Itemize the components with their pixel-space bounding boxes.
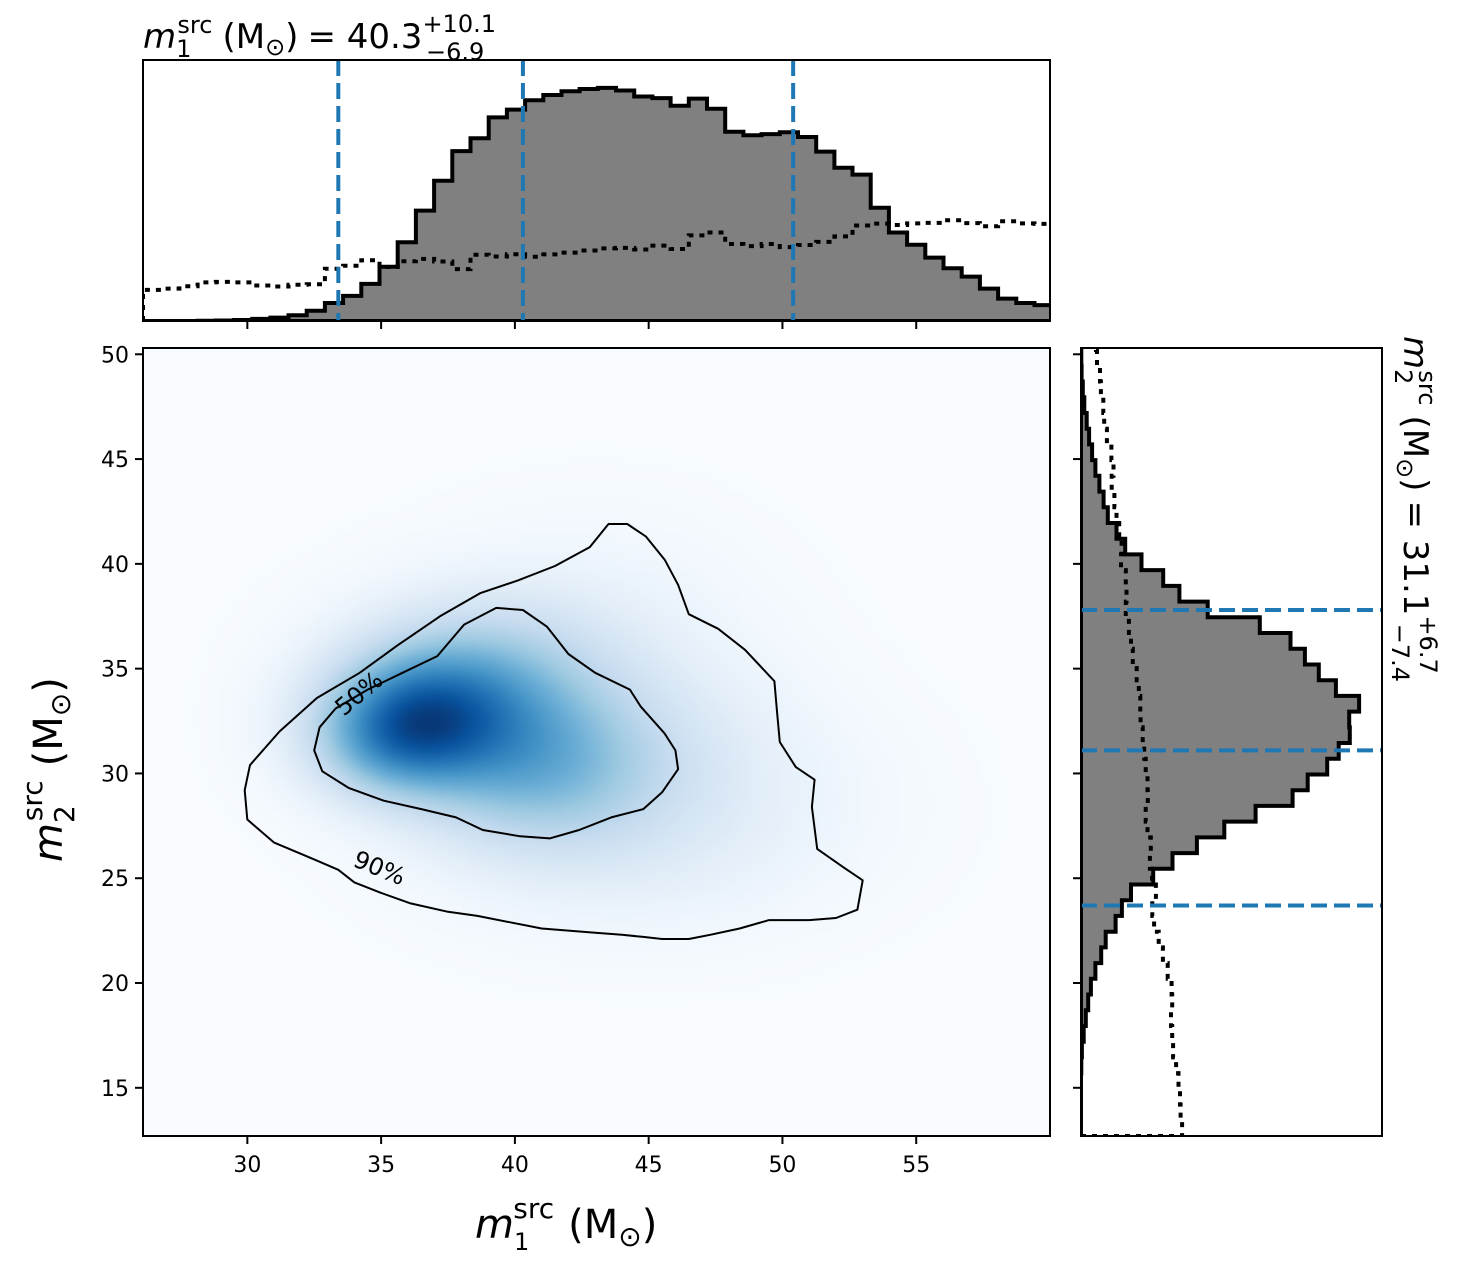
x-tick-label: 55 xyxy=(902,1153,930,1178)
y-tick-label: 25 xyxy=(101,867,129,892)
joint-density-frame xyxy=(142,347,1051,1137)
y-axis-label: m2src(M⊙) xyxy=(16,677,81,862)
m1-posterior-histogram xyxy=(143,85,1050,321)
contour-50pct xyxy=(313,606,680,840)
x-tick-label: 30 xyxy=(233,1153,261,1178)
m1-prior-histogram xyxy=(143,218,1050,321)
x-tick-label: 40 xyxy=(501,1153,529,1178)
x-tick-label: 50 xyxy=(768,1153,796,1178)
m1-marginal-panel xyxy=(142,59,1051,329)
x-tick-label: 35 xyxy=(367,1153,395,1178)
y-tick-label: 30 xyxy=(101,762,129,787)
y-tick-label: 50 xyxy=(101,343,129,368)
m2-marginal-panel xyxy=(1073,347,1383,1137)
x-axis-label: m1src (M⊙) xyxy=(475,1192,657,1256)
posterior-density-heatmap xyxy=(143,348,1050,1136)
m1-title: m1src (M⊙) = 40.3+10.1 −6.9 xyxy=(143,10,496,66)
m2-title: m2src(M⊙)= 31.1+6.7−7.4 xyxy=(1386,336,1442,682)
y-tick-label: 45 xyxy=(101,448,129,473)
y-tick-label: 40 xyxy=(101,553,129,578)
contour-90pct xyxy=(243,523,864,940)
y-tick-label: 20 xyxy=(101,972,129,997)
m2-posterior-histogram xyxy=(1081,348,1362,1136)
m2-prior-histogram xyxy=(1081,348,1185,1136)
y-tick-label: 35 xyxy=(101,658,129,683)
x-tick-label: 45 xyxy=(635,1153,663,1178)
m1-marginal-frame xyxy=(142,59,1051,322)
m2-marginal-frame xyxy=(1080,347,1383,1137)
y-tick-label: 15 xyxy=(101,1077,129,1102)
